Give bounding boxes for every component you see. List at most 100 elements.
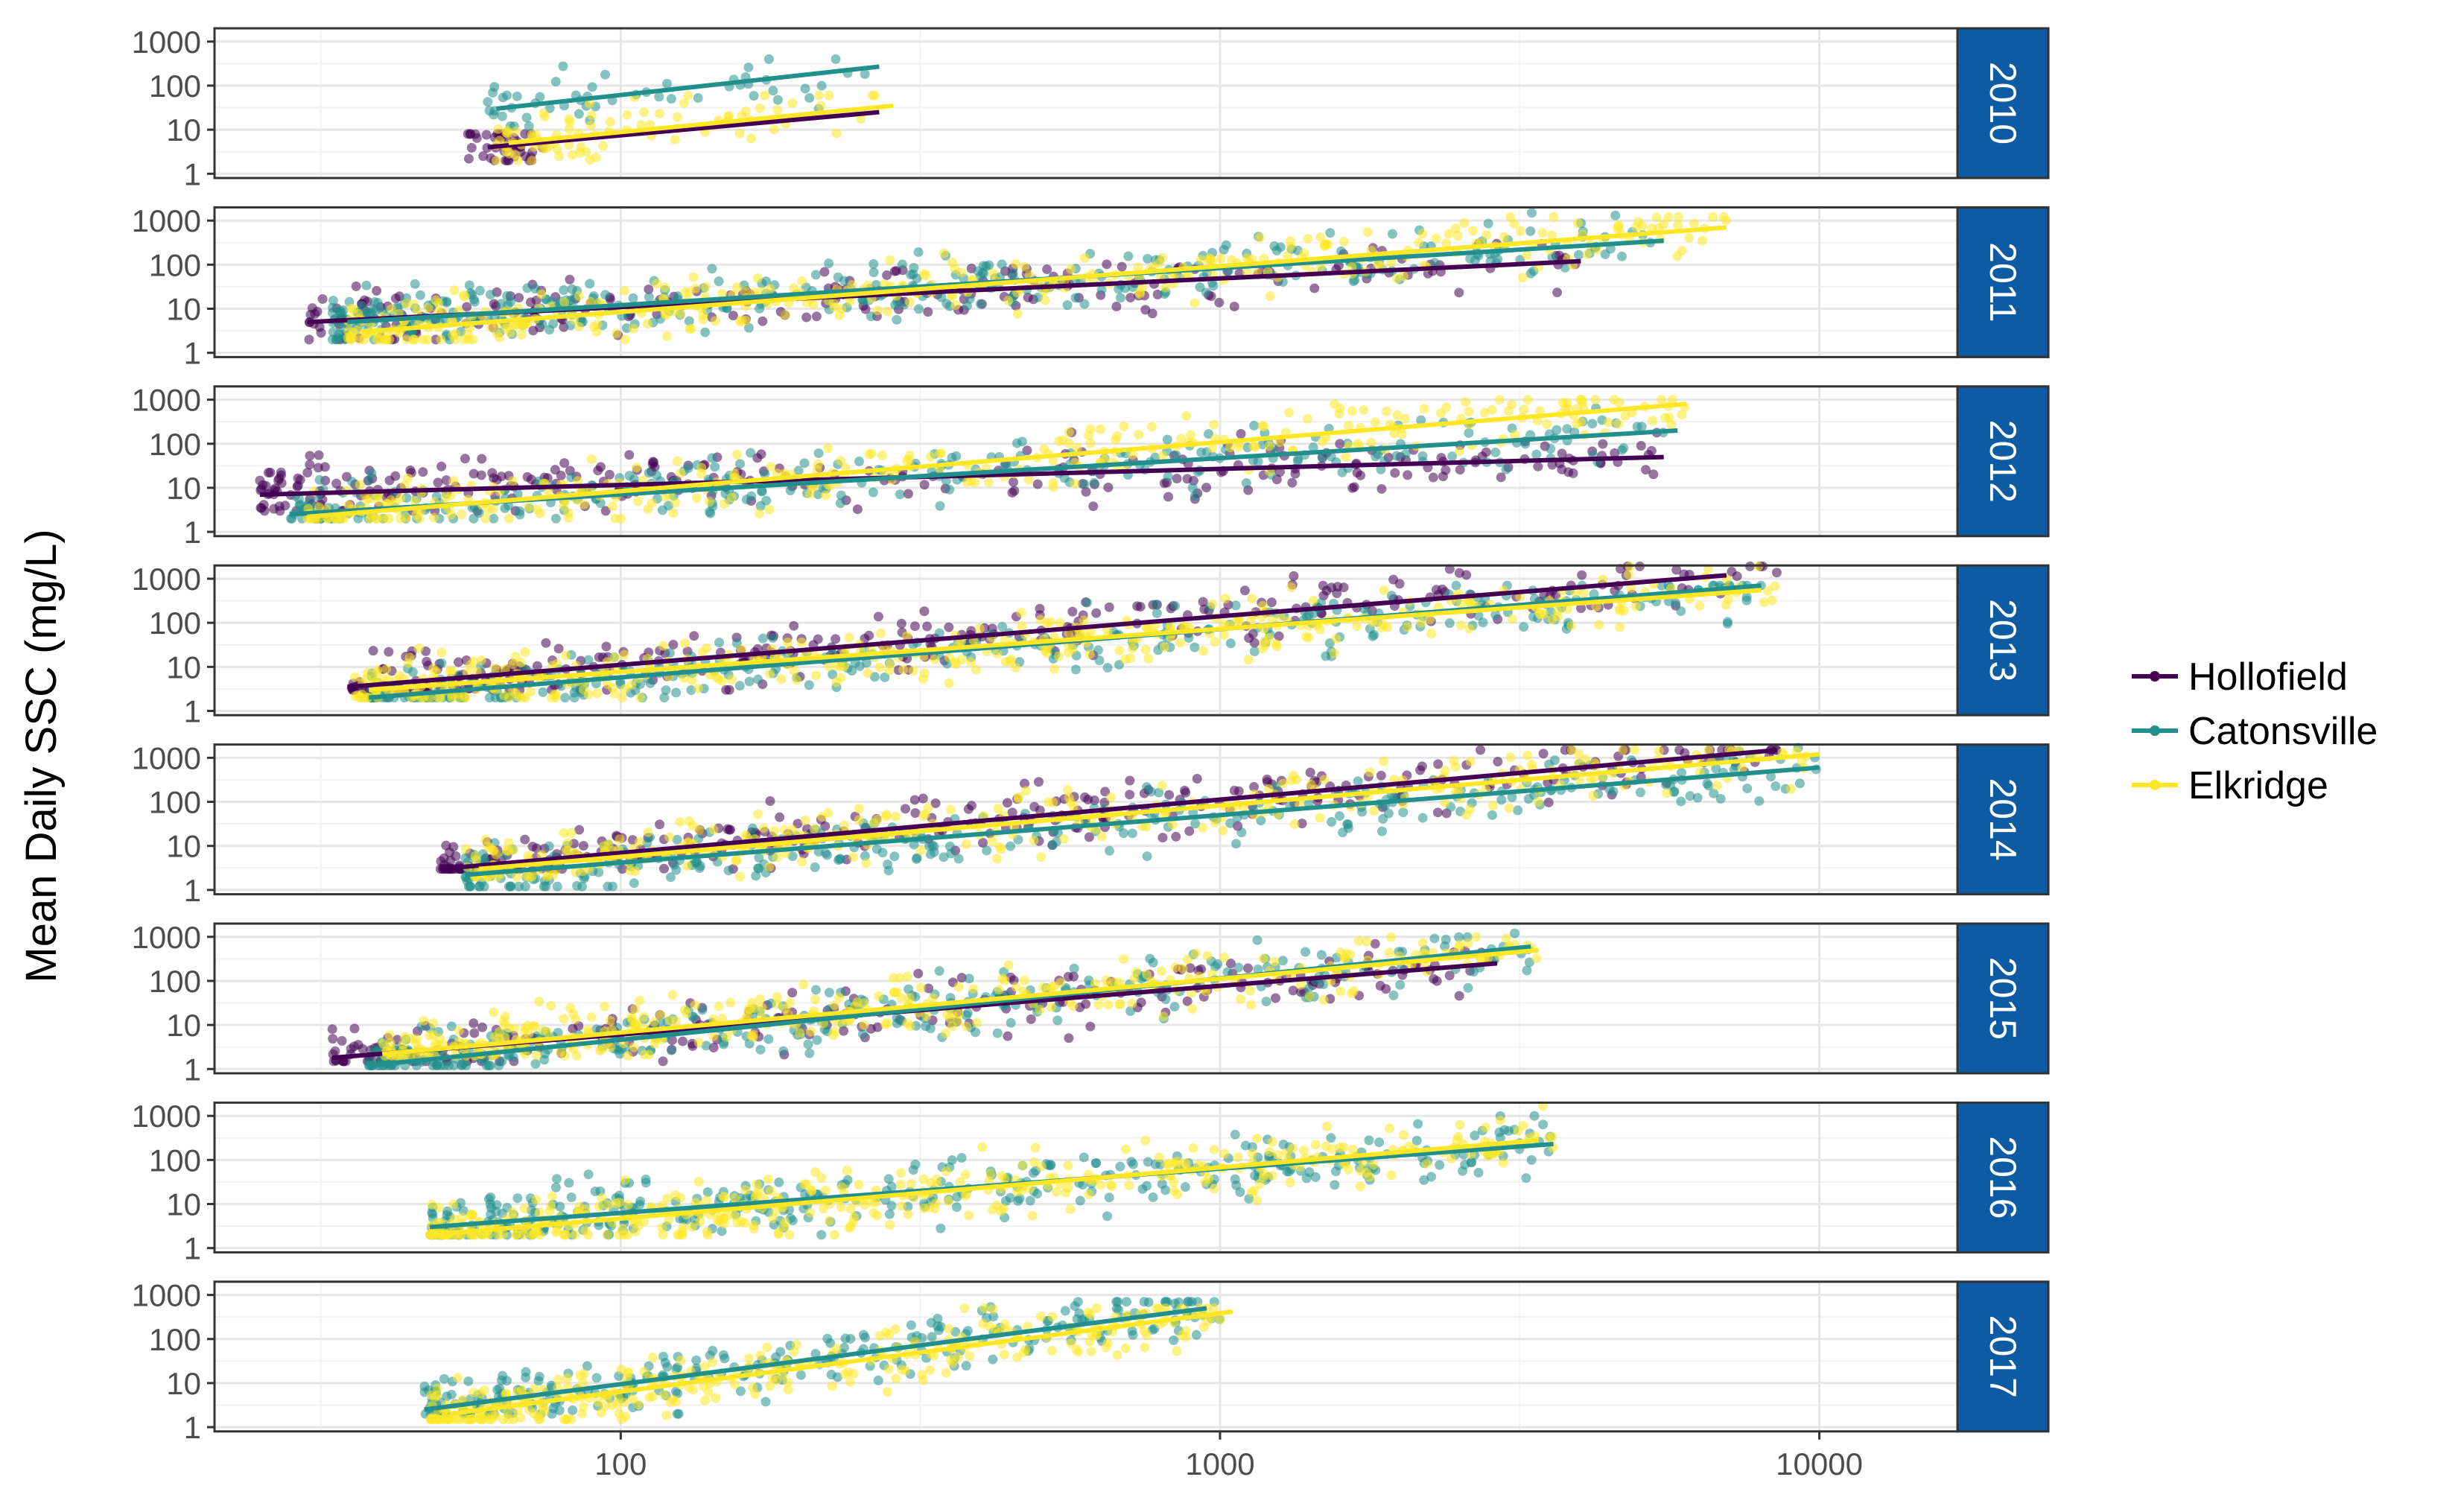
data-point xyxy=(659,693,669,702)
data-point xyxy=(625,471,635,480)
data-point xyxy=(1388,575,1398,585)
data-point xyxy=(692,493,702,503)
data-point xyxy=(1466,757,1476,766)
data-point xyxy=(1088,501,1098,511)
data-point xyxy=(801,84,810,94)
data-point xyxy=(1063,785,1073,795)
data-point xyxy=(1633,217,1643,226)
data-point xyxy=(1499,232,1509,242)
data-point xyxy=(881,810,891,819)
data-point xyxy=(501,128,511,138)
data-point xyxy=(1577,395,1587,404)
data-point xyxy=(667,1046,676,1055)
data-point xyxy=(909,666,918,676)
data-point xyxy=(487,468,497,477)
data-point xyxy=(1250,638,1260,648)
data-point xyxy=(1143,654,1153,664)
data-point xyxy=(935,628,944,638)
data-point xyxy=(702,644,711,653)
data-point xyxy=(1539,609,1549,619)
data-point xyxy=(1330,649,1339,658)
data-point xyxy=(1003,296,1013,305)
data-point xyxy=(1318,581,1328,591)
data-point xyxy=(781,311,790,320)
data-point xyxy=(1157,781,1167,790)
data-point xyxy=(552,659,562,669)
data-point xyxy=(612,328,621,338)
data-point xyxy=(1403,470,1412,480)
data-point xyxy=(764,54,774,64)
data-point xyxy=(489,109,498,119)
data-point xyxy=(874,991,883,1001)
data-point xyxy=(755,1045,765,1055)
data-point xyxy=(830,302,839,312)
data-point xyxy=(1089,478,1099,488)
data-point xyxy=(594,652,604,662)
data-point xyxy=(732,282,742,292)
data-point xyxy=(946,805,956,815)
data-point xyxy=(963,1008,973,1018)
data-point xyxy=(646,679,655,688)
data-point xyxy=(1619,745,1628,755)
data-point xyxy=(658,641,668,651)
data-point xyxy=(1184,633,1193,643)
data-point xyxy=(1080,253,1090,263)
data-point xyxy=(1040,295,1049,305)
data-point xyxy=(436,648,446,658)
data-point xyxy=(853,504,863,514)
data-point xyxy=(1048,798,1058,807)
data-point xyxy=(821,490,831,500)
data-point xyxy=(1265,441,1274,451)
data-point xyxy=(707,264,717,273)
data-point xyxy=(658,1056,668,1066)
y-tick-label: 100 xyxy=(149,606,201,641)
data-point xyxy=(1343,819,1353,829)
data-point xyxy=(1566,621,1576,631)
data-point xyxy=(1035,604,1044,614)
data-point xyxy=(891,812,901,822)
data-point xyxy=(897,619,906,629)
data-point xyxy=(939,852,948,862)
data-point xyxy=(579,841,588,851)
data-point xyxy=(305,451,315,460)
data-point xyxy=(873,815,883,825)
data-point xyxy=(1020,262,1029,272)
data-point xyxy=(1006,657,1015,667)
data-point xyxy=(753,273,763,283)
data-point xyxy=(670,135,680,144)
data-point xyxy=(1399,271,1409,281)
data-point xyxy=(524,502,534,512)
data-point xyxy=(587,1012,597,1022)
data-point xyxy=(883,307,892,317)
data-point xyxy=(1359,405,1368,415)
data-point xyxy=(1648,416,1657,425)
data-point xyxy=(797,638,807,647)
data-point xyxy=(585,279,594,288)
data-point xyxy=(1003,1032,1012,1041)
data-point xyxy=(433,477,442,487)
data-point xyxy=(574,109,584,118)
data-point xyxy=(743,63,753,72)
data-point xyxy=(866,449,876,459)
data-point xyxy=(1210,637,1220,647)
data-point xyxy=(594,868,603,877)
data-point xyxy=(769,124,779,134)
data-point xyxy=(801,816,810,825)
data-point xyxy=(533,505,542,515)
data-point xyxy=(559,285,568,295)
data-point xyxy=(466,129,475,139)
data-point xyxy=(501,147,511,156)
data-point xyxy=(584,655,594,665)
data-point xyxy=(1400,414,1410,424)
data-point xyxy=(814,448,824,458)
data-point xyxy=(1508,614,1517,624)
data-point xyxy=(1464,407,1474,416)
data-point xyxy=(369,646,378,655)
data-point xyxy=(1195,282,1204,292)
data-point xyxy=(378,1038,388,1048)
data-point xyxy=(975,623,985,633)
data-point xyxy=(1534,797,1543,807)
data-point xyxy=(941,1029,950,1038)
data-point xyxy=(530,1059,540,1069)
data-point xyxy=(593,466,603,475)
